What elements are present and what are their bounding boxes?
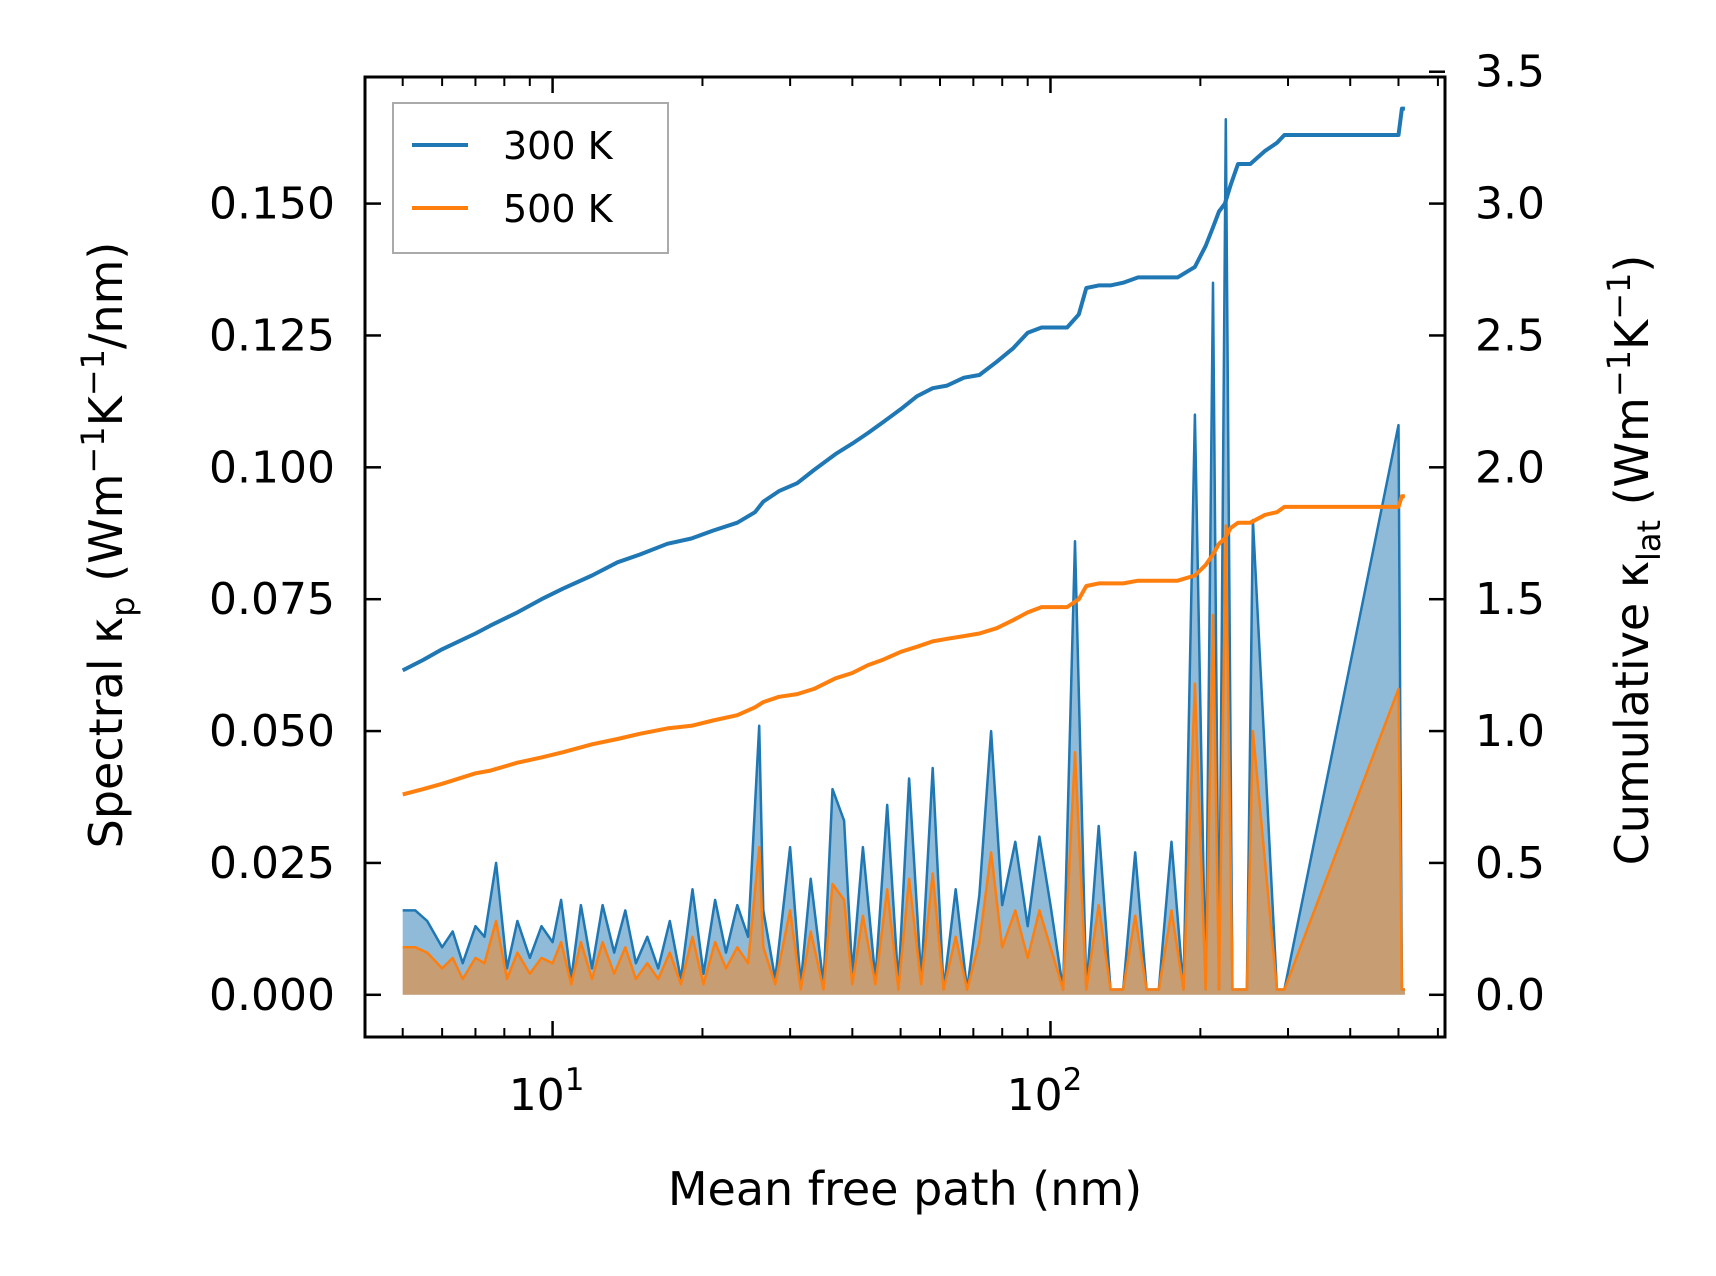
y-left-title-sup1: −1 — [74, 426, 112, 473]
y-left-tick-label: 0.025 — [209, 838, 335, 889]
x-tick-label-base: 10 — [509, 1070, 565, 1121]
legend-label-500k: 500 K — [503, 187, 614, 231]
x-axis-title: Mean free path (nm) — [668, 1162, 1142, 1216]
y-right-tick-label: 3.0 — [1475, 179, 1545, 230]
y-left-tick-label: 0.000 — [209, 970, 335, 1021]
y-left-title-base: Spectral κ — [79, 617, 133, 849]
legend: 300 K 500 K — [393, 103, 668, 253]
y-left-tick-label: 0.050 — [209, 706, 335, 757]
y-left-title-sup2: −1 — [74, 349, 112, 396]
y-right-title-base: Cumulative κ — [1605, 561, 1659, 865]
y-right-tick-label: 0.0 — [1475, 970, 1545, 1021]
y-left-title-mid: K — [79, 394, 133, 426]
y-left-tick-label: 0.100 — [209, 442, 335, 493]
y-right-tick-label: 2.5 — [1475, 310, 1545, 361]
y-right-title-units-open: (Wm — [1605, 397, 1659, 520]
y-left-tick-label: 0.075 — [209, 574, 335, 625]
y-right-title-sup2: −1 — [1600, 273, 1638, 320]
y-left-title-units-open: (Wm — [79, 474, 133, 597]
y-axis-right-title: Cumulative κlat (Wm−1K−1) — [1600, 255, 1668, 866]
y-right-title-mid: K — [1605, 318, 1659, 350]
chart-root: 101 102 0.000 0.025 0.050 0.075 0.100 0.125 0.15… — [0, 0, 1716, 1271]
y-axis-left-title: Spectral κp (Wm−1K−1/nm) — [74, 242, 142, 849]
x-tick-label-exp: 1 — [565, 1062, 585, 1098]
y-right-title-sup1: −1 — [1600, 350, 1638, 397]
spectral-cumulative-kappa-chart: 101 1020.0000.0250.0500.0750.1000.1250.15… — [0, 0, 1716, 1271]
x-tick-label-base: 10 — [1007, 1070, 1063, 1121]
y-right-tick-label: 1.0 — [1475, 706, 1545, 757]
y-right-tick-label: 2.0 — [1475, 442, 1545, 493]
x-tick-label-exp: 2 — [1063, 1062, 1083, 1098]
legend-label-300k: 300 K — [503, 124, 614, 168]
y-left-title-units-close: /nm) — [79, 242, 133, 349]
y-right-tick-label: 0.5 — [1475, 838, 1545, 889]
x-tick-label: 102 — [1007, 1062, 1083, 1121]
y-right-title-sub: lat — [1630, 520, 1668, 561]
y-right-title-units-close: ) — [1605, 255, 1659, 273]
y-right-tick-label: 1.5 — [1475, 574, 1545, 625]
x-tick-label: 101 — [509, 1062, 585, 1121]
y-right-tick-label: 3.5 — [1475, 47, 1545, 98]
y-left-tick-label: 0.150 — [209, 179, 335, 230]
y-left-tick-label: 0.125 — [209, 310, 335, 361]
y-left-title-sub: p — [104, 596, 142, 616]
